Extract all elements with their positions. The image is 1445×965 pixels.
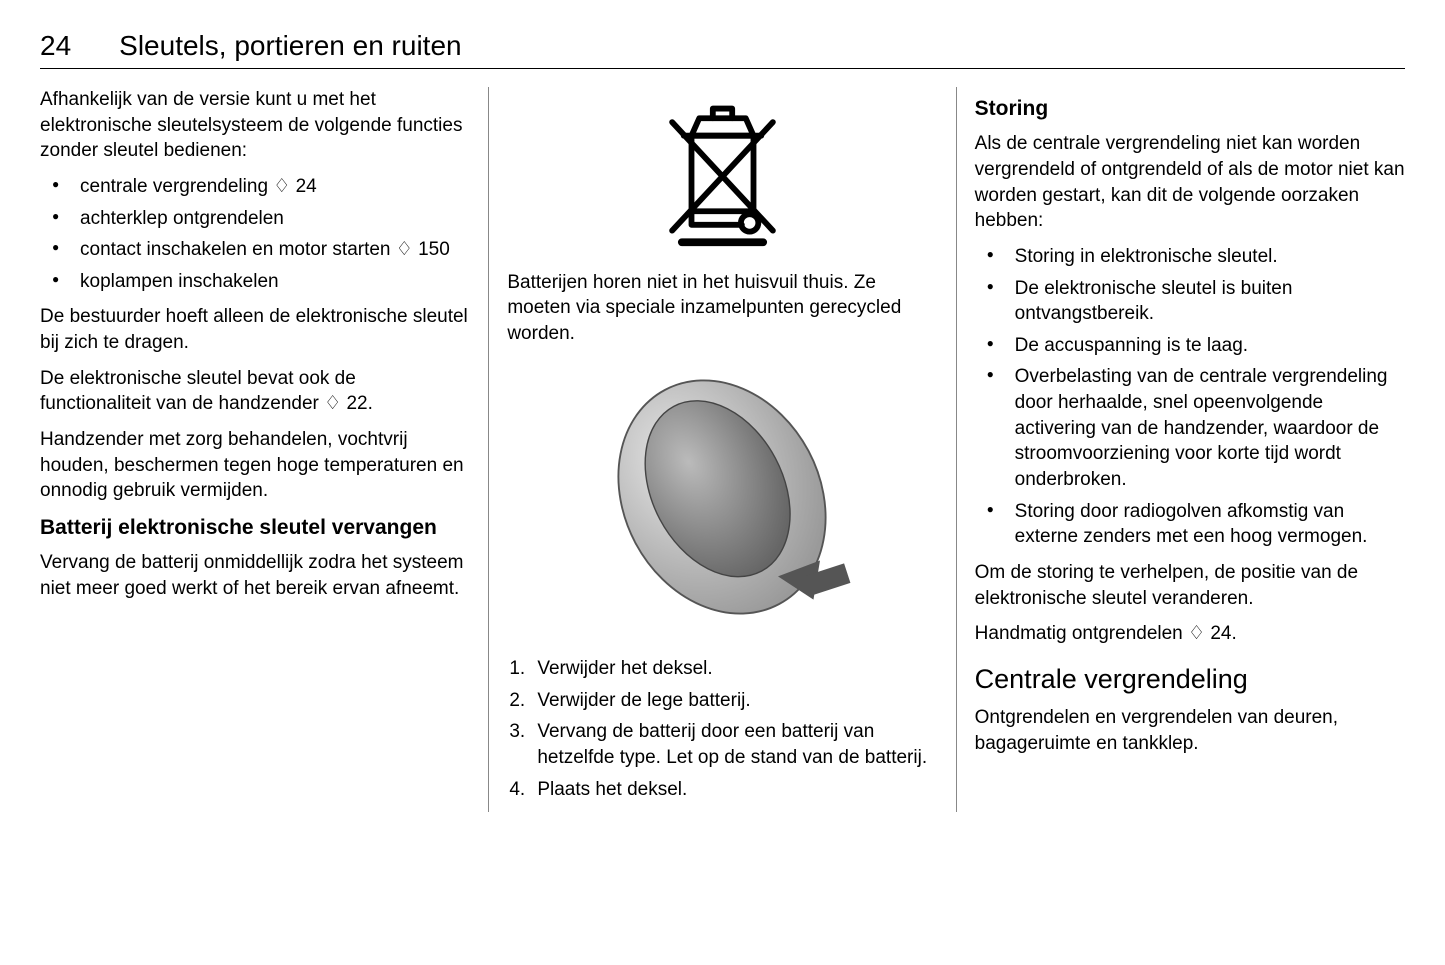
sub-heading-battery: Batterij elektronische sleutel vervangen [40, 514, 470, 542]
column-1: Afhankelijk van de versie kunt u met het… [40, 87, 488, 812]
paragraph: Handmatig ontgrendelen ♢ 24. [975, 621, 1405, 647]
paragraph: De elektronische sleutel bevat ook de fu… [40, 366, 470, 417]
column-2: Batterijen horen niet in het huisvuil th… [488, 87, 956, 812]
functions-list: centrale vergrendeling ♢ 24 achterklep o… [40, 174, 470, 295]
no-trash-icon [645, 95, 800, 250]
page-header: 24 Sleutels, portieren en ruiten [40, 30, 1405, 69]
battery-recycle-text: Batterijen horen niet in het huisvuil th… [507, 270, 937, 347]
list-item: 2.Verwijder de lege batterij. [507, 688, 937, 714]
list-item: 3.Vervang de batterij door een batterij … [507, 719, 937, 770]
paragraph: De bestuurder hoeft alleen de elektronis… [40, 304, 470, 355]
list-item: centrale vergrendeling ♢ 24 [40, 174, 470, 200]
key-figure [507, 357, 937, 645]
list-item: 4.Plaats het deksel. [507, 777, 937, 803]
list-item: Overbelasting van de centrale vergrendel… [975, 364, 1405, 492]
sub-heading-storing: Storing [975, 95, 1405, 123]
page-number: 24 [40, 30, 71, 62]
paragraph: Ontgrendelen en vergrendelen van deuren,… [975, 705, 1405, 756]
key-fob-icon [582, 357, 862, 637]
list-item: contact inschakelen en motor starten ♢ 1… [40, 237, 470, 263]
causes-list: Storing in elektronische sleutel. De ele… [975, 244, 1405, 550]
list-item: Storing in elektronische sleutel. [975, 244, 1405, 270]
paragraph: Om de storing te verhelpen, de positie v… [975, 560, 1405, 611]
list-item: achterklep ontgrendelen [40, 206, 470, 232]
list-item: De elektronische sleutel is buiten ontva… [975, 276, 1405, 327]
column-3: Storing Als de centrale vergrendeling ni… [957, 87, 1405, 812]
intro-text: Afhankelijk van de versie kunt u met het… [40, 87, 470, 164]
list-item: 1.Verwijder het deksel. [507, 656, 937, 682]
no-trash-figure [507, 95, 937, 258]
content-columns: Afhankelijk van de versie kunt u met het… [40, 87, 1405, 812]
steps-list: 1.Verwijder het deksel. 2.Verwijder de l… [507, 656, 937, 802]
storing-intro: Als de centrale vergrendeling niet kan w… [975, 131, 1405, 234]
chapter-title: Sleutels, portieren en ruiten [119, 30, 461, 62]
paragraph: Vervang de batterij onmiddellijk zodra h… [40, 550, 470, 601]
section-heading-centrale: Centrale vergrendeling [975, 661, 1405, 697]
paragraph: Handzender met zorg behandelen, vochtvri… [40, 427, 470, 504]
list-item: Storing door radiogolven afkomstig van e… [975, 499, 1405, 550]
list-item: De accuspanning is te laag. [975, 333, 1405, 359]
list-item: koplampen inschakelen [40, 269, 470, 295]
